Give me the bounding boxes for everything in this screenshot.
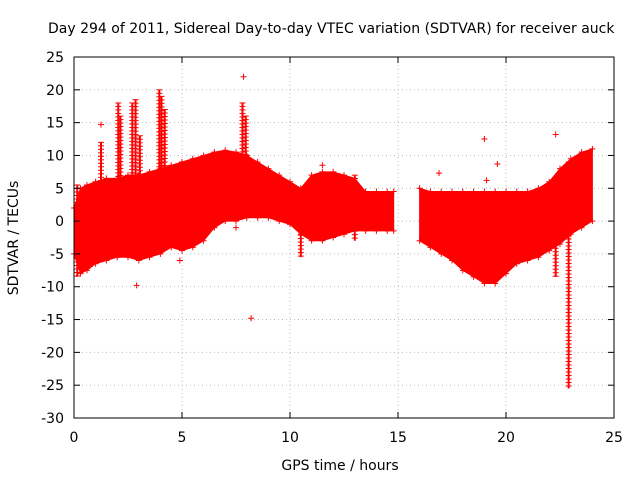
data-point-outlier	[483, 177, 490, 184]
y-tick-label: -20	[41, 345, 64, 361]
data-point-envelope	[330, 168, 337, 241]
data-point-envelope	[373, 188, 380, 234]
tick-layer: -30 -25 -20 -15 -10 -5 0 5 10 15 20 25 0 5 10 15 20 25	[41, 50, 623, 446]
data-layer	[71, 73, 596, 389]
data-point-envelope	[449, 188, 455, 264]
y-tick-label: 25	[46, 50, 64, 66]
data-point-envelope	[416, 185, 423, 244]
y-tick-label: -5	[50, 247, 64, 263]
data-point-envelope	[503, 188, 509, 277]
data-point-envelope	[83, 181, 90, 274]
x-tick-label: 10	[281, 430, 299, 446]
data-point-envelope	[135, 172, 142, 264]
data-point-envelope	[254, 159, 261, 221]
data-point-envelope	[589, 145, 596, 225]
data-point-outlier	[248, 315, 255, 322]
y-tick-label: 20	[46, 83, 64, 99]
data-point-envelope	[546, 178, 553, 254]
data-point-envelope	[125, 172, 131, 261]
data-point-outlier	[176, 257, 183, 264]
data-point-outlier	[233, 224, 239, 231]
data-point-outlier	[240, 73, 247, 80]
x-axis-label: GPS time / hours	[281, 458, 398, 474]
data-spike	[242, 115, 249, 156]
data-point-envelope	[77, 185, 84, 277]
data-point-envelope	[513, 188, 520, 267]
data-point-envelope	[470, 188, 477, 280]
data-point-envelope	[103, 175, 110, 264]
data-point-envelope	[567, 155, 574, 238]
y-tick-label: 5	[55, 181, 64, 197]
data-point-envelope	[276, 172, 283, 225]
y-tick-label: -15	[41, 313, 64, 329]
y-tick-label: 15	[46, 116, 64, 132]
data-point-envelope	[459, 188, 466, 274]
data-point-envelope	[265, 165, 272, 221]
data-point-envelope	[535, 185, 542, 261]
data-point-envelope	[211, 149, 218, 231]
data-point-envelope	[157, 165, 164, 257]
data-point-envelope	[92, 178, 99, 267]
data-point-outlier	[552, 131, 559, 138]
data-point-envelope	[114, 175, 121, 261]
data-point-outlier	[98, 121, 104, 128]
y-tick-label: 0	[55, 214, 64, 230]
data-spike	[297, 220, 304, 258]
data-point-envelope	[438, 188, 445, 257]
data-point-envelope	[222, 147, 229, 225]
data-point-envelope	[427, 188, 434, 251]
x-tick-label: 5	[178, 430, 187, 446]
data-point-envelope	[524, 188, 531, 264]
data-point-envelope	[319, 168, 326, 244]
data-spike	[74, 184, 81, 277]
data-point-envelope	[557, 165, 563, 248]
data-point-envelope	[341, 172, 347, 238]
data-spike	[552, 233, 559, 277]
data-point-envelope	[481, 188, 488, 287]
x-tick-label: 15	[389, 430, 407, 446]
data-point-envelope	[384, 188, 391, 234]
plot-frame	[73, 56, 615, 419]
data-point-outlier	[133, 282, 140, 289]
data-point-envelope	[200, 152, 207, 244]
data-point-outlier	[319, 162, 326, 169]
data-spike	[136, 135, 143, 176]
data-spike	[132, 99, 139, 176]
chart-title: Day 294 of 2011, Sidereal Day-to-day VTE…	[48, 21, 615, 37]
data-spike	[117, 115, 124, 182]
y-tick-label: -25	[41, 378, 64, 394]
data-point-envelope	[578, 149, 585, 231]
data-point-envelope	[168, 162, 175, 251]
data-point-outlier	[481, 136, 488, 143]
x-tick-label: 0	[70, 430, 79, 446]
data-point-envelope	[233, 149, 239, 225]
data-point-envelope	[362, 188, 369, 234]
data-point-envelope	[297, 185, 304, 238]
data-spike	[239, 102, 246, 156]
data-point-outlier	[436, 170, 443, 177]
data-point-envelope	[243, 152, 250, 221]
y-tick-label: 10	[46, 148, 64, 164]
data-point-envelope	[146, 168, 153, 261]
data-spike	[161, 109, 168, 169]
x-tick-label: 25	[605, 430, 623, 446]
data-spike	[158, 95, 165, 169]
data-point-envelope	[308, 172, 315, 244]
data-spike	[351, 174, 358, 241]
data-point-envelope	[287, 178, 293, 228]
data-point-envelope	[179, 159, 185, 254]
y-axis-label: SDTVAR / TECUs	[6, 181, 22, 296]
y-tick-label: -10	[41, 280, 64, 296]
data-point-envelope	[390, 188, 397, 234]
y-tick-label: -30	[41, 411, 64, 427]
data-spike	[565, 161, 572, 389]
data-spike	[98, 141, 104, 182]
data-point-envelope	[492, 188, 499, 287]
data-point-envelope	[189, 155, 196, 251]
x-tick-label: 20	[497, 430, 515, 446]
data-point-outlier	[494, 160, 501, 167]
